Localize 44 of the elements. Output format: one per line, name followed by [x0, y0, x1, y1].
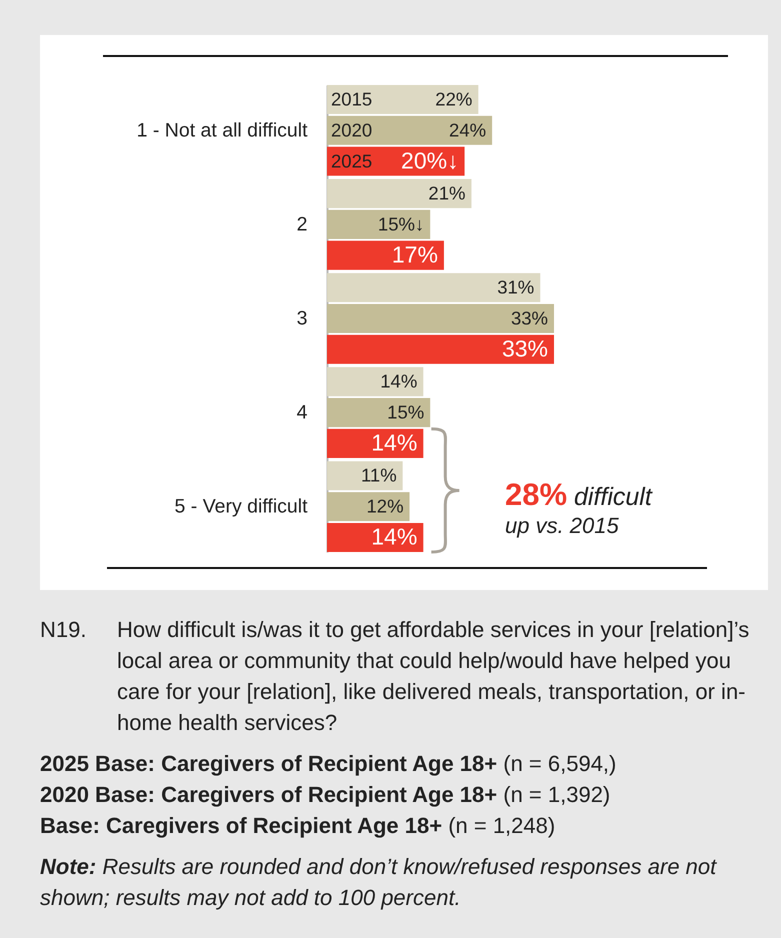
bar	[327, 367, 424, 396]
annotation: 28% difficult	[505, 477, 652, 512]
bar	[327, 116, 492, 145]
bar	[327, 428, 424, 458]
data-label: 15%↓	[378, 213, 424, 234]
data-label: 14%	[371, 429, 418, 456]
series-label: 2025	[331, 150, 372, 172]
bar	[327, 273, 540, 302]
annotation: up vs. 2015	[505, 513, 620, 539]
bar	[327, 240, 444, 270]
y-tick-label: 2	[296, 213, 308, 236]
series-label: 2020	[331, 119, 372, 140]
y-tick-label: 1 - Not at all difficult	[136, 119, 308, 142]
data-label: 12%	[366, 496, 404, 517]
data-label: 17%	[392, 241, 438, 268]
y-tick-label: 5 - Very difficult	[174, 496, 308, 518]
bar	[327, 179, 472, 208]
series-label: 2015	[331, 88, 372, 110]
bar	[327, 210, 430, 239]
text: N19. How difficult is/was it to get affordable services in your [relation]’s local area or community that could help/would have helped you care for your [relation], like delivered meals, transportation, or in-home health services?	[40, 617, 750, 735]
bar	[327, 85, 478, 114]
data-label: 24%	[449, 119, 486, 140]
text: Note: Results are rounded and don’t know/refused responses are not shown; results may not add to 100 percent.	[40, 853, 718, 912]
bar	[327, 461, 403, 490]
text: Base: Caregivers of Recipient Age 18+ (n = 1,248)	[40, 812, 556, 840]
y-tick-label: 4	[296, 402, 308, 424]
data-label: 33%	[510, 308, 548, 328]
data-label: 22%	[435, 88, 472, 110]
y-tick-label: 3	[296, 308, 308, 330]
bar	[327, 304, 554, 334]
bar	[327, 492, 410, 522]
bar	[327, 398, 430, 428]
bar	[327, 334, 554, 364]
data-label: 14%	[371, 523, 418, 550]
data-label: 15%	[387, 402, 424, 423]
text: 2025 Base: Caregivers of Recipient Age 18+ (n = 6,594,)	[40, 750, 618, 778]
data-label: 11%	[361, 464, 397, 486]
data-label: 14%	[380, 370, 418, 392]
data-label: 33%	[502, 335, 548, 362]
text: 2020 Base: Caregivers of Recipient Age 18+ (n = 1,392)	[40, 781, 612, 809]
data-label: 20%↓	[401, 147, 459, 174]
data-label: 31%	[497, 276, 534, 298]
data-label: 21%	[428, 182, 466, 204]
bar	[327, 522, 424, 552]
